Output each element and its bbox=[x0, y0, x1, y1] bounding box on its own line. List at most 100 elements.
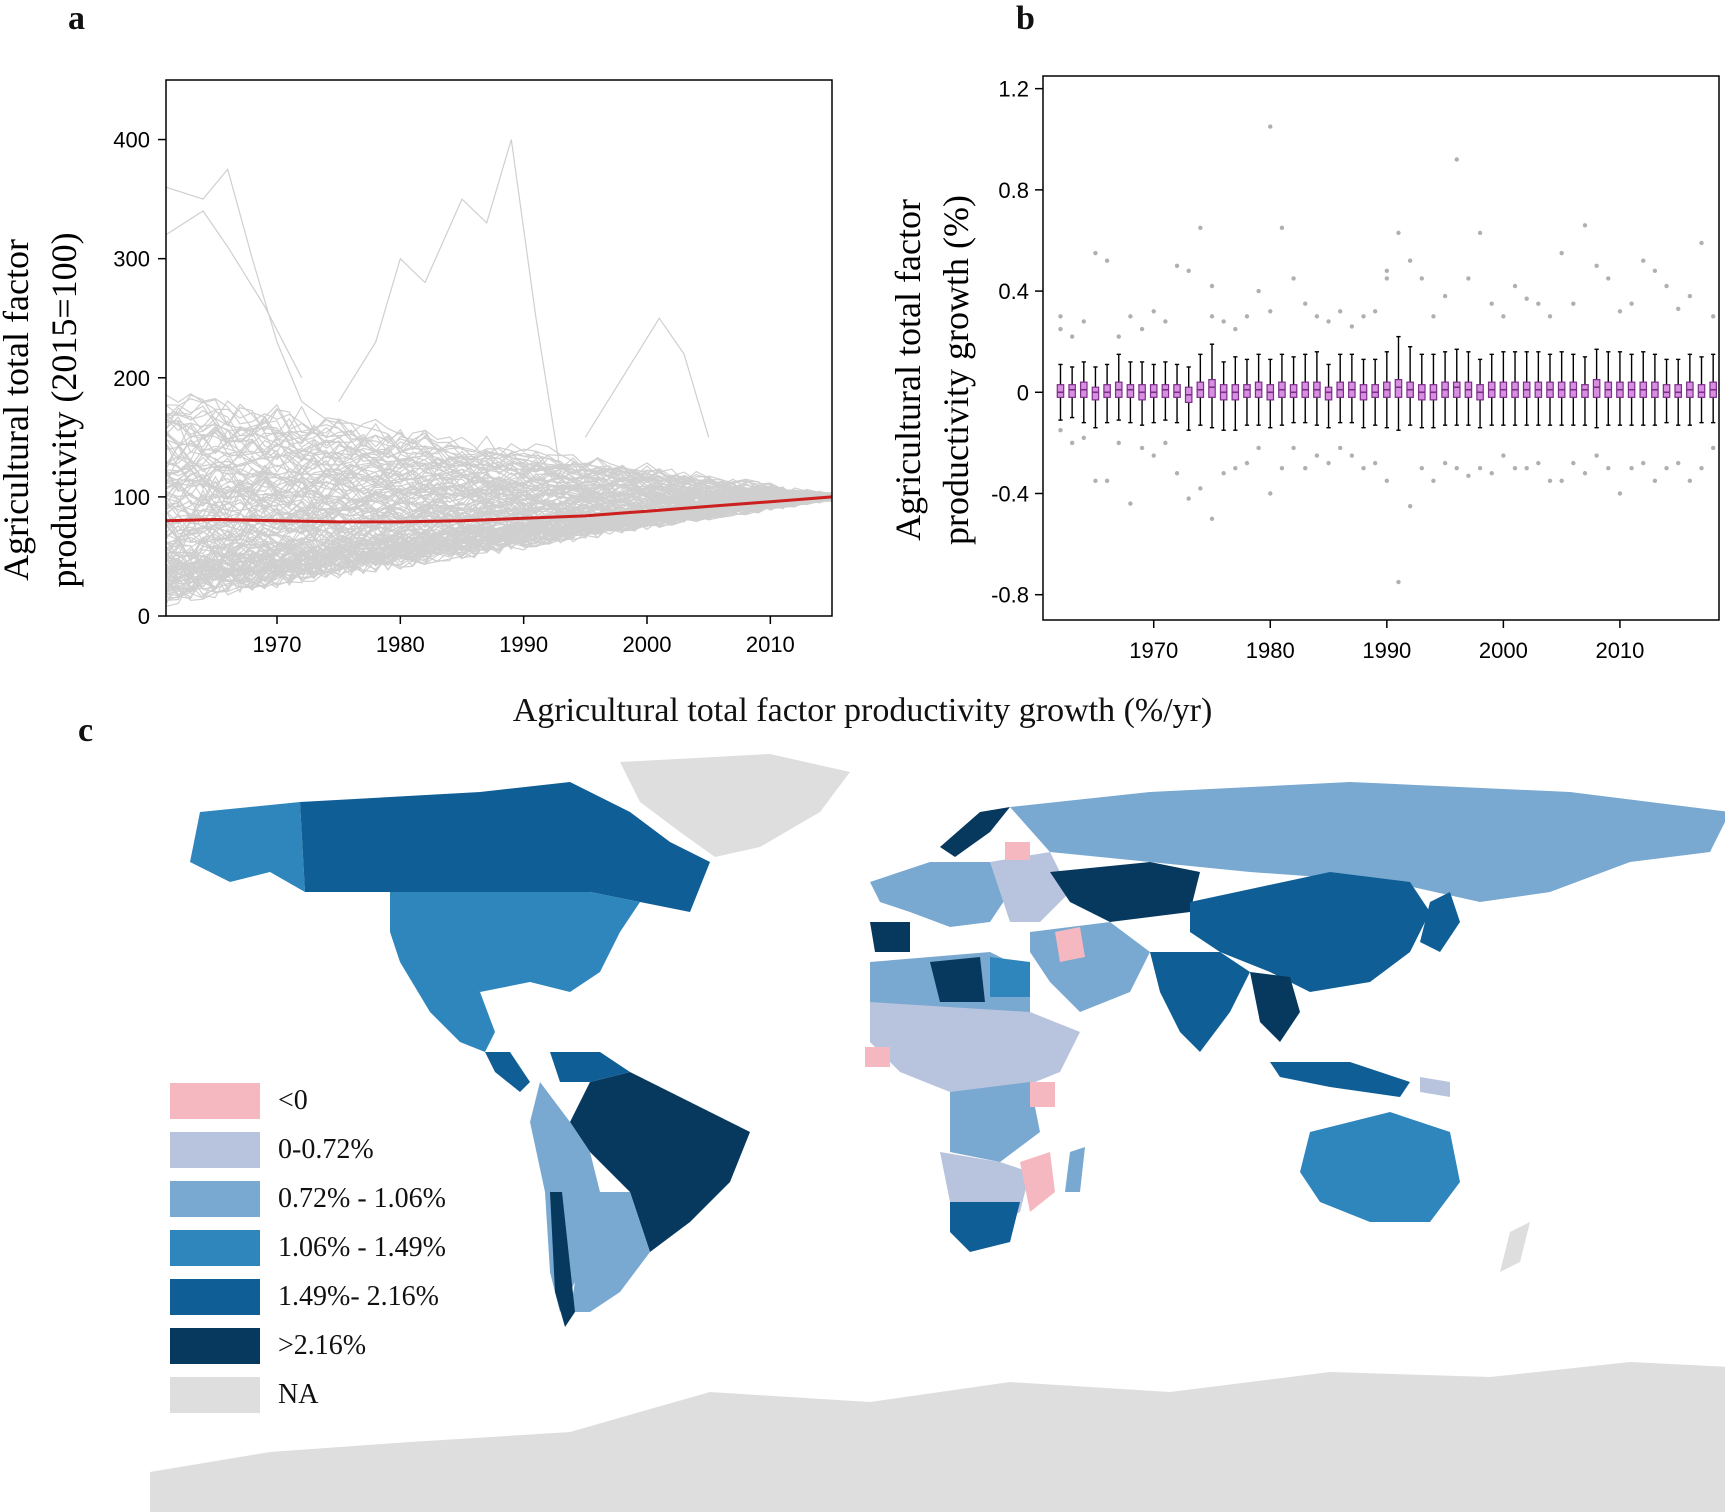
y-axis-label-line2: productivity (2015=100) bbox=[44, 232, 84, 587]
outlier-point bbox=[1372, 309, 1378, 314]
box-body bbox=[1371, 384, 1379, 398]
outlier-point bbox=[1209, 283, 1215, 289]
box-1965 bbox=[1091, 250, 1100, 484]
box-body bbox=[1208, 379, 1216, 398]
box-body bbox=[1126, 384, 1135, 398]
box-body bbox=[1662, 384, 1671, 398]
box-1963 bbox=[1068, 334, 1076, 446]
box-body bbox=[1289, 384, 1298, 398]
outlier-point bbox=[1442, 293, 1448, 299]
country-line bbox=[165, 210, 303, 379]
outlier-point bbox=[1594, 453, 1599, 458]
box-body bbox=[1592, 379, 1601, 398]
box-1964 bbox=[1079, 319, 1088, 441]
box-1973 bbox=[1184, 268, 1193, 501]
tfp-growth-boxplot: -0.8 -0.4 0 0.4 0.8 1.2 1970 1980 1990 2000 2010 A… bbox=[888, 75, 1720, 663]
outlier-point bbox=[1606, 465, 1611, 471]
panel-label-a: a bbox=[68, 0, 85, 37]
outlier-point bbox=[1139, 326, 1145, 332]
legend-label: NA bbox=[278, 1378, 319, 1410]
map-region-southeast-asia bbox=[1250, 972, 1300, 1042]
outlier-point bbox=[1233, 326, 1238, 332]
box-body bbox=[1161, 384, 1170, 398]
outlier-point bbox=[1710, 445, 1716, 451]
map-region-russia bbox=[1010, 782, 1725, 902]
y-tick-label: 0 bbox=[1017, 380, 1029, 405]
map-region-chile bbox=[550, 1192, 575, 1327]
outlier-point bbox=[1069, 334, 1075, 339]
map-legend: <0 0-0.72% 0.72% - 1.06% 1.06% - 1.49% 1… bbox=[170, 1076, 446, 1419]
box-1997 bbox=[1464, 276, 1473, 478]
outlier-point bbox=[1664, 465, 1669, 471]
outlier-point bbox=[1466, 473, 1471, 478]
outlier-point bbox=[1186, 496, 1191, 501]
outlier-point bbox=[1419, 465, 1424, 471]
box-2017 bbox=[1697, 240, 1706, 471]
box-1988 bbox=[1359, 314, 1368, 471]
box-1980 bbox=[1266, 124, 1275, 496]
plot-area: 0 100 200 300 400 1970 1980 1990 2000 2010 bbox=[113, 79, 833, 657]
country-line bbox=[165, 471, 833, 502]
outlier-point bbox=[1431, 314, 1436, 319]
box-1985 bbox=[1324, 319, 1333, 466]
outlier-point bbox=[1116, 334, 1121, 339]
outlier-point bbox=[1081, 319, 1086, 324]
box-body bbox=[1452, 381, 1461, 398]
outlier-point bbox=[1687, 478, 1693, 484]
y-axis-label-line1: Agricultural total factor bbox=[888, 199, 928, 541]
y-tick-label: 300 bbox=[113, 247, 150, 272]
outlier-point bbox=[1291, 445, 1296, 451]
map-region-new-zealand bbox=[1500, 1222, 1530, 1272]
legend-item-gt-2.16: >2.16% bbox=[170, 1321, 446, 1370]
box-body bbox=[1697, 384, 1706, 398]
x-tick-label: 2000 bbox=[623, 632, 672, 657]
panel-label-c: c bbox=[78, 712, 94, 749]
outlier-point bbox=[1676, 460, 1681, 466]
x-tick-label: 1990 bbox=[499, 632, 548, 657]
legend-item-1.49-2.16: 1.49%- 2.16% bbox=[170, 1272, 446, 1321]
box-1990 bbox=[1383, 268, 1391, 484]
country-line bbox=[165, 445, 833, 499]
outlier-point bbox=[1699, 240, 1704, 246]
outlier-point bbox=[1338, 309, 1343, 314]
box-2011 bbox=[1627, 301, 1636, 471]
box-body bbox=[1056, 384, 1065, 398]
outlier-point bbox=[1338, 445, 1343, 451]
outlier-point bbox=[1571, 301, 1576, 306]
x-tick-label: 2010 bbox=[1595, 638, 1644, 663]
outlier-point bbox=[1652, 478, 1658, 484]
outlier-point bbox=[1629, 301, 1634, 306]
legend-item-1.06-1.49: 1.06% - 1.49% bbox=[170, 1223, 446, 1272]
box-1989 bbox=[1371, 309, 1379, 466]
outlier-point bbox=[1244, 460, 1250, 466]
map-region-sahel bbox=[870, 1002, 1080, 1092]
legend-swatch bbox=[170, 1376, 260, 1413]
outlier-point bbox=[1174, 263, 1180, 268]
outlier-point bbox=[1687, 293, 1693, 299]
legend-label: <0 bbox=[278, 1084, 308, 1116]
map-region-iberia bbox=[870, 922, 910, 952]
outlier-point bbox=[1314, 453, 1320, 458]
map-region-western-europe bbox=[870, 862, 1010, 927]
box-1995 bbox=[1441, 293, 1449, 466]
outlier-point bbox=[1641, 460, 1646, 466]
outlier-point bbox=[1536, 460, 1541, 466]
box-2012 bbox=[1639, 258, 1648, 466]
outlier-point bbox=[1407, 258, 1413, 263]
box-1981 bbox=[1278, 225, 1286, 471]
outlier-point bbox=[1198, 486, 1203, 491]
country-line bbox=[165, 493, 833, 563]
legend-label: 0-0.72% bbox=[278, 1133, 374, 1165]
map-region-japan bbox=[1420, 892, 1460, 952]
outlier-point bbox=[1069, 440, 1075, 446]
outlier-point bbox=[1512, 283, 1518, 289]
box-1982 bbox=[1289, 276, 1298, 451]
box-1991 bbox=[1394, 230, 1403, 585]
map-region-brazil bbox=[570, 1072, 750, 1252]
country-line bbox=[165, 494, 833, 536]
box-body bbox=[1149, 384, 1158, 398]
box-1996 bbox=[1452, 157, 1461, 471]
box-1999 bbox=[1487, 301, 1496, 476]
box-2003 bbox=[1534, 301, 1543, 466]
mean-series-line bbox=[165, 495, 833, 524]
